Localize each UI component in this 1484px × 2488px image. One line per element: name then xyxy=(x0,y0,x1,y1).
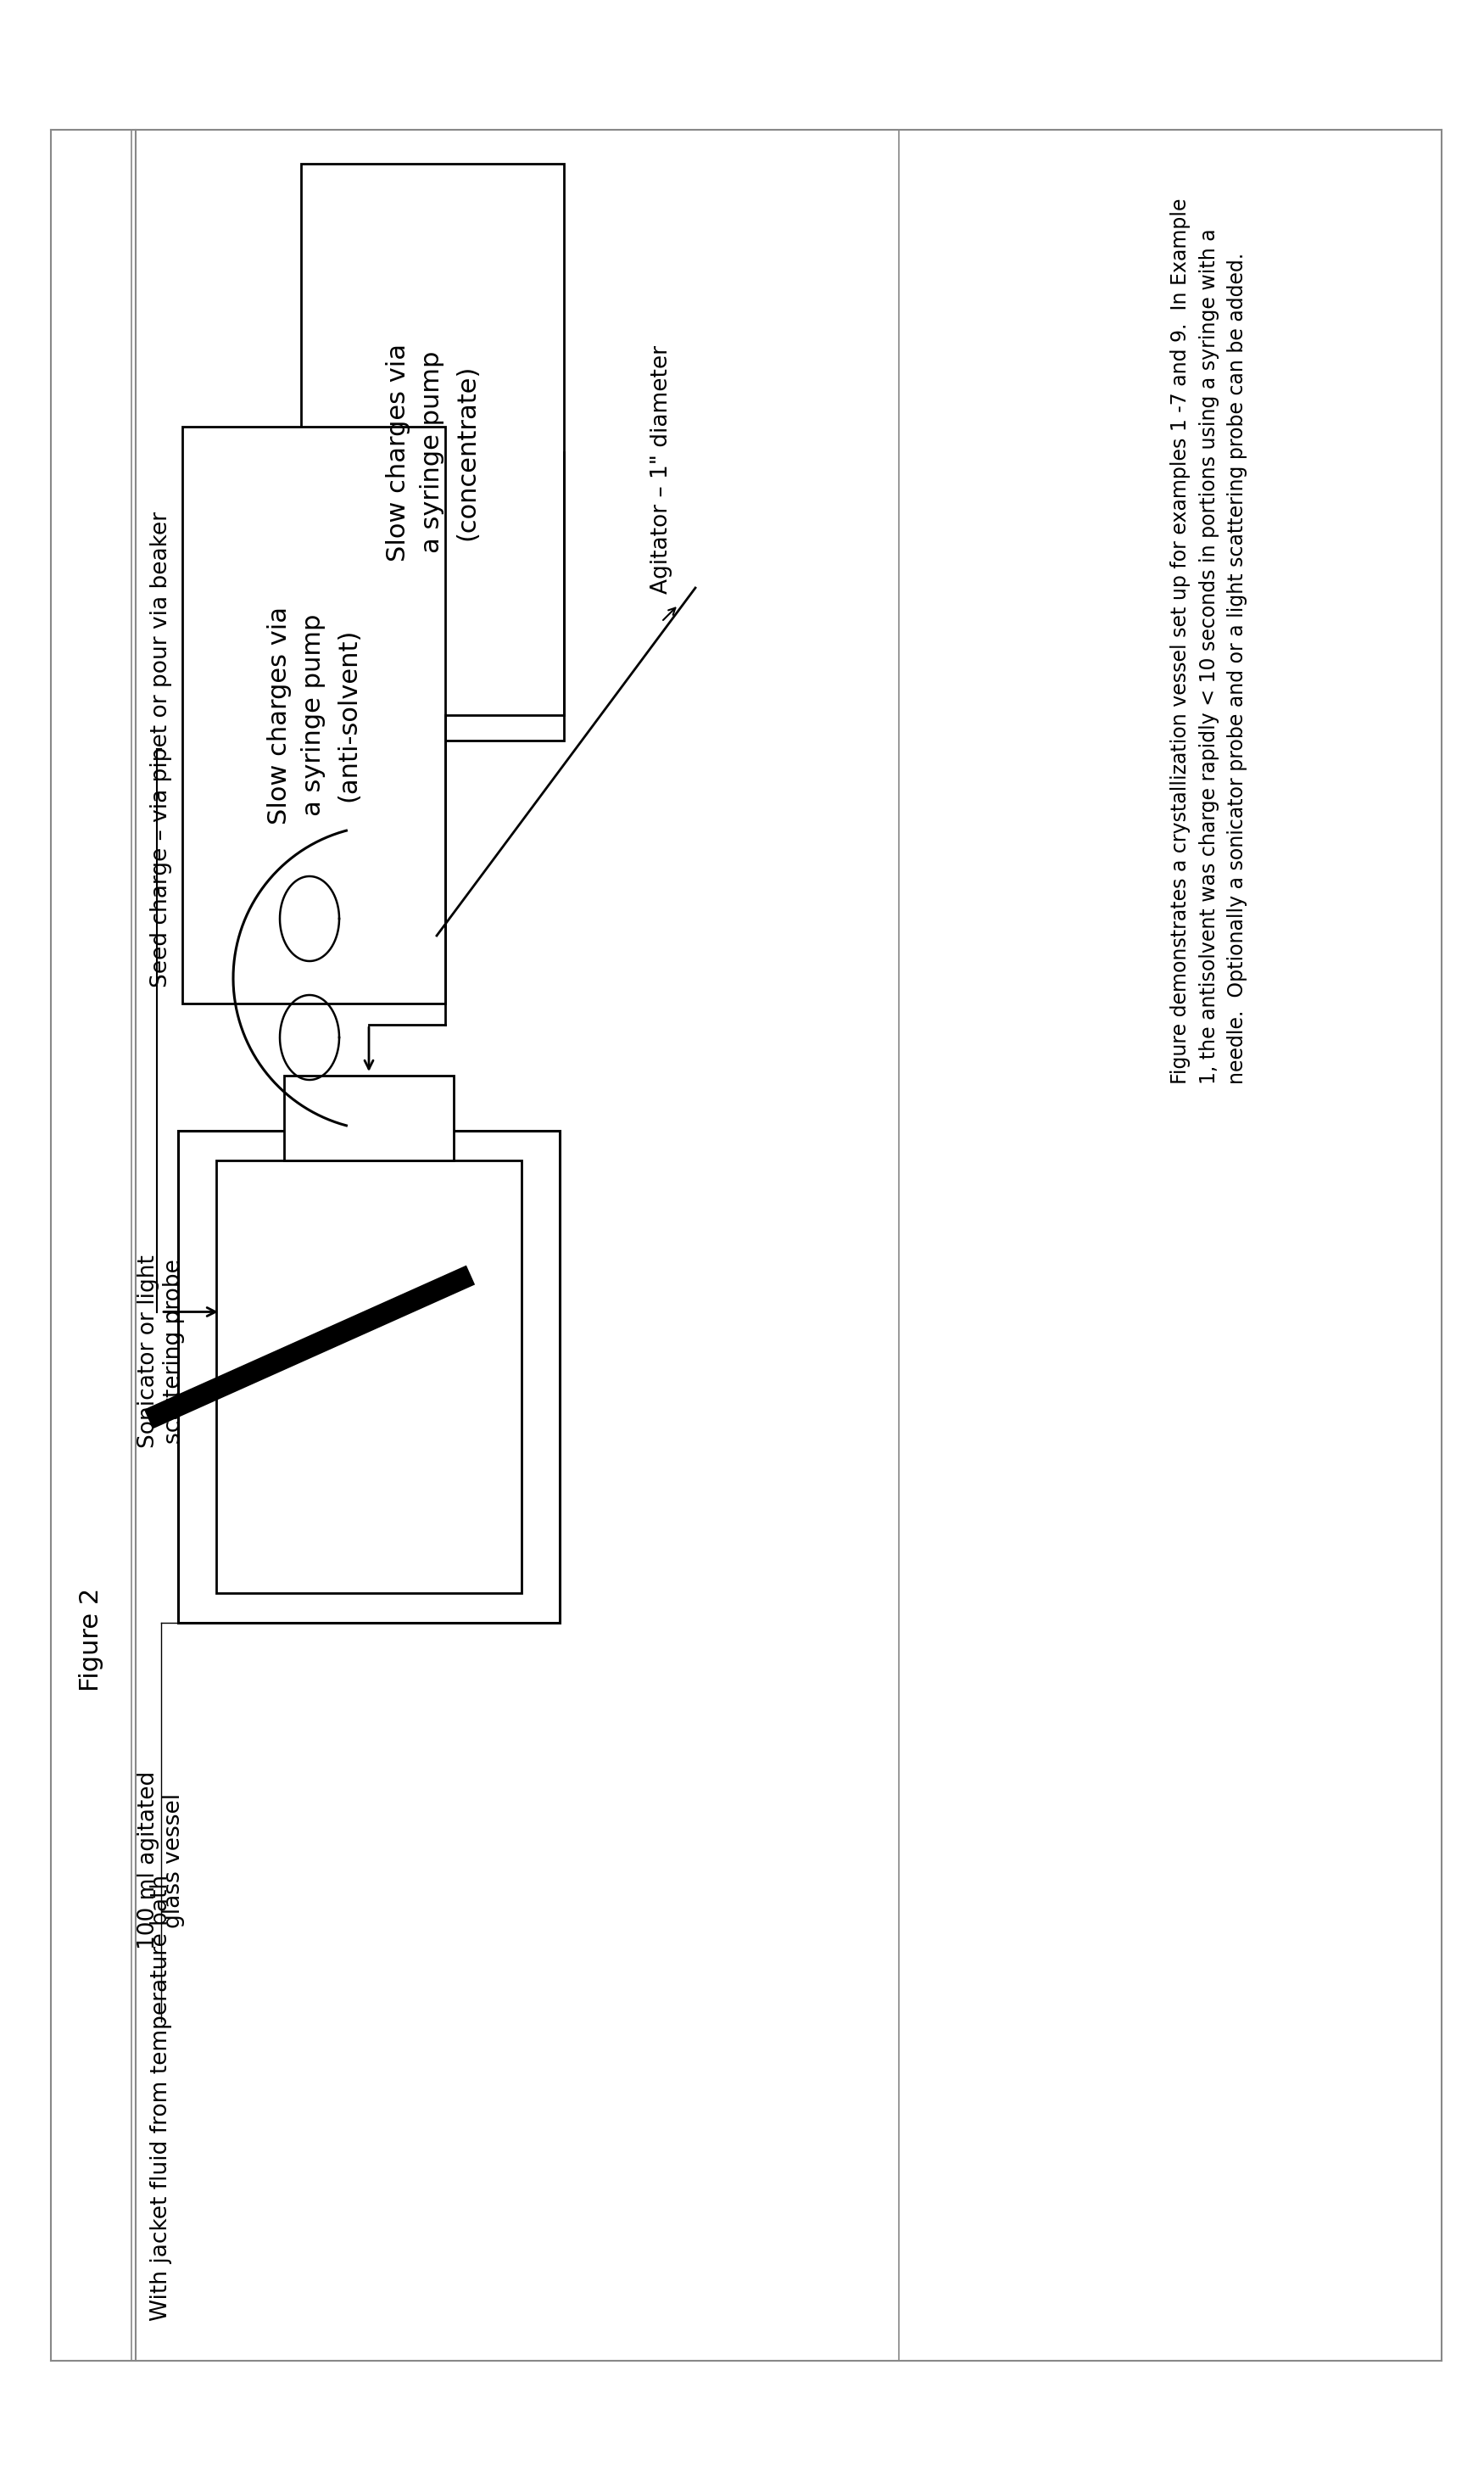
Bar xyxy=(178,1130,559,1622)
Text: 100 ml agitated
glass vessel: 100 ml agitated glass vessel xyxy=(138,1771,186,1951)
Bar xyxy=(301,164,564,741)
Text: Agitator – 1" diameter: Agitator – 1" diameter xyxy=(650,346,672,592)
Bar xyxy=(183,425,445,1003)
Bar xyxy=(217,1159,521,1592)
Text: Figure 2: Figure 2 xyxy=(79,1587,104,1692)
Text: Seed charge – via pipet or pour via beaker: Seed charge – via pipet or pour via beak… xyxy=(150,510,172,988)
Text: Sonicator or light
scattering probe: Sonicator or light scattering probe xyxy=(138,1254,186,1448)
Text: Slow charges via
a syringe pump
(anti-solvent): Slow charges via a syringe pump (anti-so… xyxy=(267,607,361,824)
Bar xyxy=(283,1075,454,1159)
Text: Slow charges via
a syringe pump
(concentrate): Slow charges via a syringe pump (concent… xyxy=(386,343,479,562)
Text: With jacket fluid from temperature bath: With jacket fluid from temperature bath xyxy=(150,1873,172,2321)
Text: Figure demonstrates a crystallization vessel set up for examples 1 -7 and 9.  In: Figure demonstrates a crystallization ve… xyxy=(1171,197,1248,1085)
